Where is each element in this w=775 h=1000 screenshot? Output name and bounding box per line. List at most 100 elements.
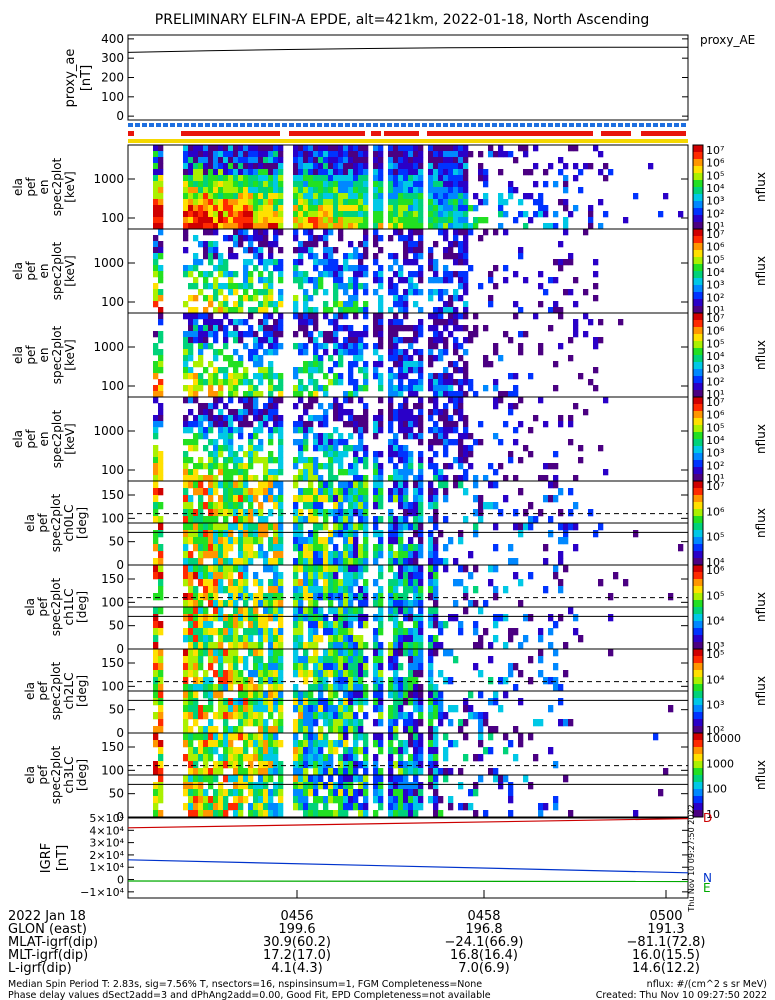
- spectrogram-cell: [253, 205, 259, 212]
- spectrogram-cell: [433, 403, 439, 410]
- spectrogram-cell: [378, 565, 384, 573]
- spectrogram-cell: [363, 712, 369, 720]
- colorbar-step: [693, 306, 703, 314]
- spectrogram-cell: [353, 495, 359, 503]
- spectrogram-cell: [378, 572, 384, 580]
- spectrogram-cell: [273, 175, 279, 182]
- state-bar-blue: [422, 123, 427, 127]
- spectrogram-cell: [278, 635, 284, 643]
- spectrogram-cell: [333, 337, 339, 344]
- spectrogram-cell: [303, 307, 309, 314]
- spectrogram-cell: [223, 301, 229, 308]
- spectrogram-cell: [363, 691, 369, 699]
- spectrogram-cell: [248, 754, 254, 762]
- spectrogram-cell: [223, 810, 229, 818]
- spectrogram-cell: [208, 621, 214, 629]
- spectrogram-cell: [363, 579, 369, 587]
- spectrogram-cell: [208, 145, 214, 152]
- spectrogram-cell: [403, 355, 409, 362]
- spectrogram-cell: [323, 385, 329, 392]
- spectrogram-cell: [378, 295, 384, 302]
- spectrogram-cell: [308, 670, 314, 678]
- spectrogram-cell: [218, 691, 224, 699]
- spectrogram-cell: [208, 754, 214, 762]
- spectrogram-cell: [553, 259, 559, 266]
- spectrogram-cell: [258, 789, 264, 797]
- spectrogram-cell: [498, 169, 504, 176]
- spectrogram-cell: [343, 740, 349, 748]
- spectrogram-cell: [403, 295, 409, 302]
- spectrogram-cell: [268, 415, 274, 422]
- spectrogram-cell: [213, 747, 219, 755]
- spectrogram-cell: [243, 421, 249, 428]
- spectrogram-cell: [233, 175, 239, 182]
- spectrogram-cell: [228, 163, 234, 170]
- spectrogram-cell: [313, 463, 319, 470]
- spectrogram-cell: [298, 754, 304, 762]
- spectrogram-cell: [588, 163, 594, 170]
- spectrogram-cell: [358, 175, 364, 182]
- spectrogram-cell: [263, 265, 269, 272]
- state-bar-blue: [646, 123, 651, 127]
- spectrogram-cell: [408, 457, 414, 464]
- spectrogram-cell: [538, 193, 544, 200]
- spectrogram-cell: [308, 537, 314, 545]
- spectrogram-cell: [213, 421, 219, 428]
- spectrogram-cell: [418, 187, 424, 194]
- spectrogram-cell: [253, 712, 259, 720]
- spectrogram-cell: [568, 415, 574, 422]
- spectrogram-cell: [273, 457, 279, 464]
- spectrogram-cell: [193, 698, 199, 706]
- spectrogram-cell: [433, 325, 439, 332]
- spectrogram-cell: [353, 193, 359, 200]
- spectrogram-cell: [273, 199, 279, 206]
- spectrogram-cell: [243, 488, 249, 496]
- spectrogram-cell: [233, 391, 239, 398]
- spectrogram-cell: [328, 157, 334, 164]
- colorbar-step: [693, 642, 703, 650]
- spectrogram-cell: [243, 331, 249, 338]
- spectrogram-cell: [293, 205, 299, 212]
- spectrogram-cell: [363, 451, 369, 458]
- spectrogram-cell: [188, 551, 194, 559]
- spectrogram-cell: [308, 223, 314, 230]
- spectrogram-cell: [193, 397, 199, 404]
- spectrogram-cell: [373, 373, 379, 380]
- spectrogram-cell: [433, 157, 439, 164]
- spectrogram-cell: [393, 523, 399, 531]
- spectrogram-cell: [378, 325, 384, 332]
- spectrogram-cell: [398, 193, 404, 200]
- spectrogram-cell: [418, 433, 424, 440]
- spectrogram-cell: [228, 726, 234, 734]
- spectrogram-cell: [278, 391, 284, 398]
- spectrogram-cell: [293, 271, 299, 278]
- spectrogram-cell: [208, 205, 214, 212]
- spectrogram-cell: [498, 705, 504, 713]
- spectrogram-cell: [193, 544, 199, 552]
- spectrogram-cell: [218, 451, 224, 458]
- spectrogram-cell: [298, 271, 304, 278]
- spectrogram-cell: [408, 355, 414, 362]
- spectrogram-cell: [328, 229, 334, 236]
- spectrogram-cell: [198, 187, 204, 194]
- spectrogram-cell: [403, 217, 409, 224]
- spectrogram-cell: [208, 385, 214, 392]
- spectrogram-cell: [278, 558, 284, 566]
- state-bar-blue: [366, 123, 371, 127]
- spectrogram-cell: [228, 355, 234, 362]
- spectrogram-cell: [473, 193, 479, 200]
- spectrogram-cell: [203, 271, 209, 278]
- spectrogram-cell: [298, 247, 304, 254]
- spectrogram-cell: [233, 705, 239, 713]
- spectrogram-cell: [408, 684, 414, 692]
- colorbar-step: [693, 593, 703, 601]
- spectrogram-cell: [358, 151, 364, 158]
- spectrogram-cell: [243, 205, 249, 212]
- spectrogram-cell: [538, 475, 544, 482]
- spectrogram-cell: [318, 217, 324, 224]
- spectrogram-cell: [208, 187, 214, 194]
- spectrogram-cell: [348, 782, 354, 790]
- spectrogram-cell: [428, 265, 434, 272]
- spectrogram-cell: [263, 628, 269, 636]
- spectrogram-cell: [218, 469, 224, 476]
